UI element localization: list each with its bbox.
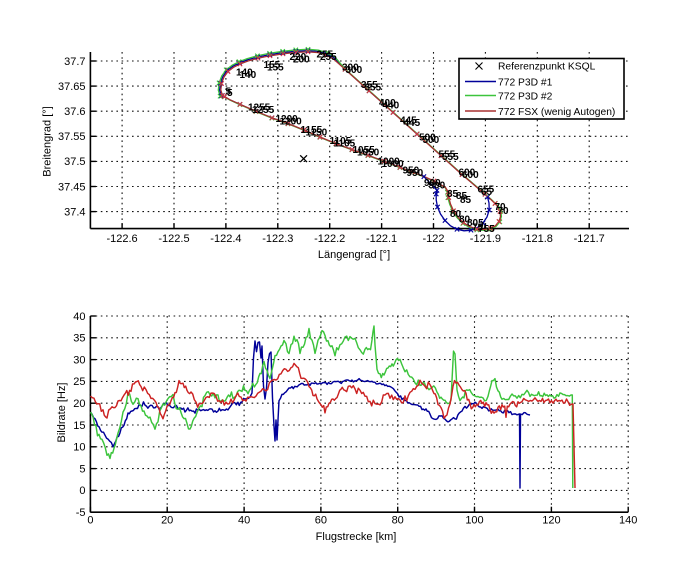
svg-text:500: 500: [423, 135, 440, 146]
svg-text:37.4: 37.4: [64, 206, 85, 218]
svg-text:255: 255: [320, 52, 337, 63]
svg-text:755: 755: [478, 224, 495, 235]
svg-text:805: 805: [467, 218, 484, 229]
svg-text:1055: 1055: [353, 145, 376, 156]
svg-text:1105: 1105: [330, 136, 352, 147]
svg-text:1000: 1000: [378, 157, 401, 168]
svg-text:950: 950: [403, 166, 420, 177]
svg-text:950: 950: [407, 168, 424, 179]
svg-text:1200: 1200: [280, 117, 303, 128]
svg-text:300: 300: [346, 65, 363, 76]
svg-text:0: 0: [87, 515, 93, 527]
svg-text:100: 100: [465, 515, 483, 527]
svg-text:1150: 1150: [306, 128, 328, 139]
svg-text:-121.9: -121.9: [470, 233, 501, 245]
svg-text:-122: -122: [422, 233, 444, 245]
svg-text:400: 400: [379, 98, 396, 109]
svg-text:5: 5: [226, 87, 232, 98]
svg-text:600: 600: [462, 170, 479, 181]
svg-text:140: 140: [619, 515, 637, 527]
svg-text:10: 10: [73, 442, 85, 454]
svg-text:0: 0: [79, 485, 85, 497]
svg-text:655: 655: [478, 185, 495, 196]
svg-text:772 P3D #1: 772 P3D #1: [498, 77, 553, 88]
svg-text:20: 20: [73, 398, 85, 410]
svg-text:Längengrad [°]: Längengrad [°]: [318, 249, 390, 261]
svg-text:5: 5: [227, 88, 233, 99]
svg-text:37.5: 37.5: [64, 156, 85, 168]
svg-text:-122.4: -122.4: [210, 233, 241, 245]
svg-text:900: 900: [424, 178, 441, 189]
svg-text:300: 300: [342, 63, 359, 74]
svg-text:445: 445: [400, 116, 417, 127]
svg-text:600: 600: [459, 168, 476, 179]
svg-text:1050: 1050: [357, 148, 380, 159]
svg-text:20: 20: [161, 515, 173, 527]
svg-text:30: 30: [73, 354, 85, 366]
svg-text:60: 60: [315, 515, 327, 527]
svg-text:80: 80: [459, 215, 471, 226]
svg-text:Breitengrad [°]: Breitengrad [°]: [42, 106, 54, 176]
svg-text:1000: 1000: [382, 159, 405, 170]
svg-text:1255: 1255: [252, 105, 275, 116]
svg-text:-122.1: -122.1: [366, 233, 397, 245]
svg-text:Flugstrecke [km]: Flugstrecke [km]: [316, 531, 397, 543]
svg-text:772 FSX (wenig Autogen): 772 FSX (wenig Autogen): [498, 107, 615, 118]
svg-text:355: 355: [361, 80, 378, 91]
svg-text:-121.8: -121.8: [522, 233, 553, 245]
svg-text:37.65: 37.65: [58, 81, 86, 93]
svg-text:40: 40: [73, 311, 85, 323]
svg-text:-5: -5: [76, 507, 86, 519]
svg-text:85: 85: [447, 189, 459, 200]
svg-text:25: 25: [73, 376, 85, 388]
svg-text:5: 5: [79, 463, 85, 475]
svg-text:40: 40: [238, 515, 250, 527]
svg-text:-122.5: -122.5: [158, 233, 189, 245]
svg-text:555: 555: [442, 152, 459, 163]
svg-text:900: 900: [429, 181, 446, 192]
svg-text:355: 355: [365, 83, 382, 94]
svg-text:220: 220: [290, 52, 307, 63]
svg-text:75: 75: [472, 223, 484, 234]
svg-text:-121.7: -121.7: [574, 233, 605, 245]
svg-text:37.45: 37.45: [58, 181, 86, 193]
svg-text:Bildrate [Hz]: Bildrate [Hz]: [56, 383, 68, 443]
svg-text:65: 65: [481, 187, 493, 198]
svg-text:-122.6: -122.6: [106, 233, 137, 245]
svg-text:-122.3: -122.3: [262, 233, 293, 245]
svg-text:200: 200: [293, 55, 310, 66]
svg-text:140: 140: [240, 70, 257, 81]
svg-text:1155: 1155: [301, 125, 323, 136]
svg-text:37.7: 37.7: [64, 56, 85, 68]
svg-text:120: 120: [542, 515, 560, 527]
svg-text:35: 35: [73, 333, 85, 345]
svg-text:80: 80: [392, 515, 404, 527]
svg-text:445: 445: [404, 118, 421, 129]
svg-text:500: 500: [419, 133, 436, 144]
svg-text:1255: 1255: [248, 103, 271, 114]
svg-text:-122.2: -122.2: [314, 233, 345, 245]
svg-text:15: 15: [73, 420, 85, 432]
svg-text:772 P3D #2: 772 P3D #2: [498, 91, 553, 102]
svg-text:440: 440: [383, 101, 400, 112]
svg-text:85: 85: [456, 191, 468, 202]
svg-text:37.55: 37.55: [58, 131, 86, 143]
svg-text:1200: 1200: [276, 114, 299, 125]
svg-text:Referenzpunkt KSQL: Referenzpunkt KSQL: [498, 62, 596, 73]
svg-text:140: 140: [236, 68, 253, 79]
svg-text:255: 255: [317, 50, 334, 61]
svg-text:155: 155: [264, 60, 281, 71]
svg-text:1105: 1105: [334, 139, 356, 150]
svg-text:70: 70: [495, 202, 507, 213]
svg-text:37.6: 37.6: [64, 106, 85, 118]
svg-text:555: 555: [439, 150, 456, 161]
svg-text:85: 85: [460, 195, 472, 206]
svg-text:70: 70: [498, 206, 510, 217]
svg-text:155: 155: [267, 63, 284, 74]
svg-text:80: 80: [450, 209, 462, 220]
